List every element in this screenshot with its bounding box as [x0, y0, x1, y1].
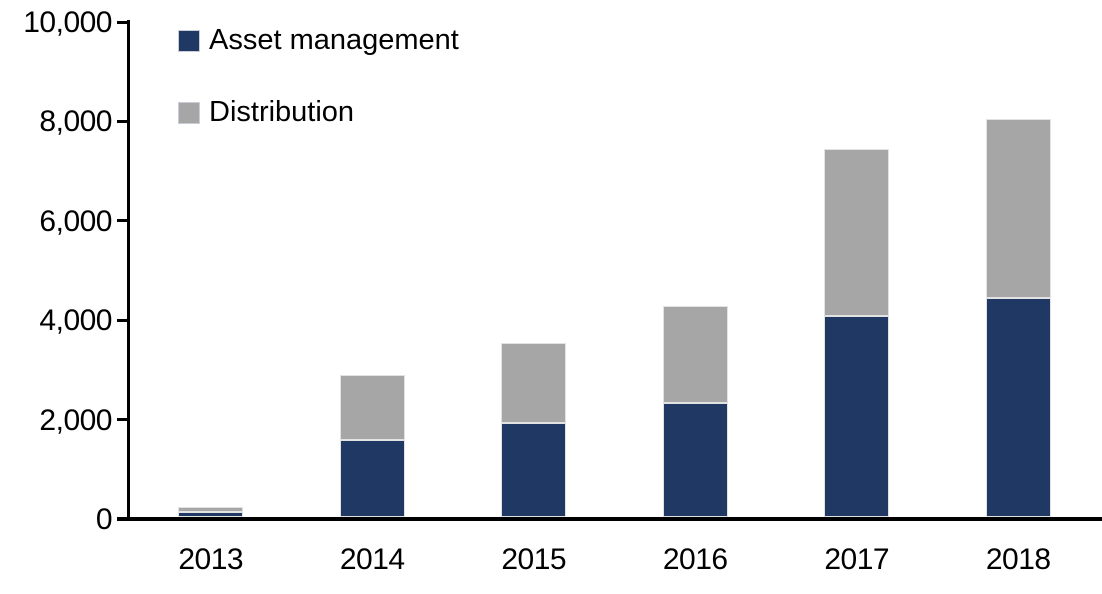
bar-segment-distribution-2014 [339, 375, 405, 440]
legend-label-distribution: Distribution [209, 96, 355, 128]
bar-segment-distribution-2013 [178, 507, 244, 513]
x-axis-category-label: 2015 [501, 543, 567, 576]
x-axis-category-label: 2018 [985, 543, 1051, 576]
y-axis-tick [117, 20, 130, 24]
x-axis-category-label: 2017 [824, 543, 890, 576]
y-axis-tick-label: 8,000 [39, 105, 112, 139]
x-axis-line [117, 517, 1102, 521]
bar-segment-asset-management-2013 [178, 512, 244, 517]
bar-segment-asset-management-2017 [824, 315, 890, 517]
legend-item-distribution: Distribution [178, 98, 354, 127]
legend-item-asset-management: Asset management [178, 26, 459, 55]
x-axis-category-label: 2016 [662, 543, 728, 576]
y-axis-tick-label: 10,000 [23, 6, 112, 39]
y-axis-tick [117, 318, 130, 322]
y-axis-tick [117, 418, 130, 422]
bar-segment-distribution-2018 [985, 119, 1051, 299]
y-axis-tick-label: 6,000 [39, 204, 112, 238]
y-axis-tick-label: 4,000 [39, 304, 112, 338]
bar-segment-distribution-2016 [662, 305, 728, 403]
y-axis-tick [117, 119, 130, 123]
bar-segment-asset-management-2018 [985, 298, 1051, 517]
y-axis-tick-label: 0 [95, 503, 113, 536]
x-axis-category-label: 2013 [178, 543, 244, 576]
bar-segment-asset-management-2015 [501, 422, 567, 517]
bar-segment-distribution-2017 [824, 149, 890, 316]
x-axis-category-label: 2014 [339, 543, 405, 576]
bar-segment-asset-management-2016 [662, 402, 728, 517]
y-axis-tick-label: 2,000 [39, 403, 112, 437]
legend-swatch-asset-management [178, 29, 200, 52]
bar-segment-asset-management-2014 [339, 439, 405, 517]
y-axis-line [127, 20, 130, 519]
legend-swatch-distribution [178, 101, 200, 124]
bar-segment-distribution-2015 [501, 343, 567, 423]
y-axis-tick [117, 219, 130, 223]
legend-label-asset-management: Asset management [209, 24, 459, 56]
